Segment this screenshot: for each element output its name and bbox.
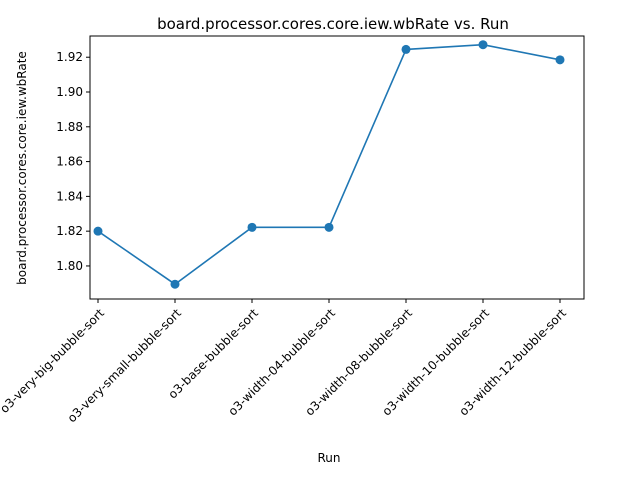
chart-title: board.processor.cores.core.iew.wbRate vs… [157, 15, 509, 33]
x-axis-label: Run [317, 451, 340, 465]
series-line [97, 43, 561, 286]
y-tick-label: 1.80 [56, 259, 83, 273]
y-tick-label: 1.82 [56, 224, 83, 238]
y-tick-label: 1.92 [56, 50, 83, 64]
y-tick-label: 1.88 [56, 120, 83, 134]
x-axis: o3-very-big-bubble-sorto3-very-small-bub… [0, 299, 569, 425]
data-point [401, 44, 411, 54]
data-point [324, 222, 334, 232]
data-point [170, 279, 180, 289]
y-axis-label: board.processor.cores.core.iew.wbRate [15, 51, 29, 285]
data-point [555, 55, 565, 65]
series-layer [93, 40, 565, 289]
data-point [93, 226, 103, 236]
plot-area [89, 35, 585, 300]
y-tick-label: 1.90 [56, 85, 83, 99]
y-axis: 1.80 1.82 1.84 1.86 1.88 1.90 1.92 [56, 50, 90, 273]
y-tick-label: 1.84 [56, 189, 83, 203]
data-point [478, 40, 488, 50]
data-point [247, 222, 257, 232]
y-tick-label: 1.86 [56, 155, 83, 169]
